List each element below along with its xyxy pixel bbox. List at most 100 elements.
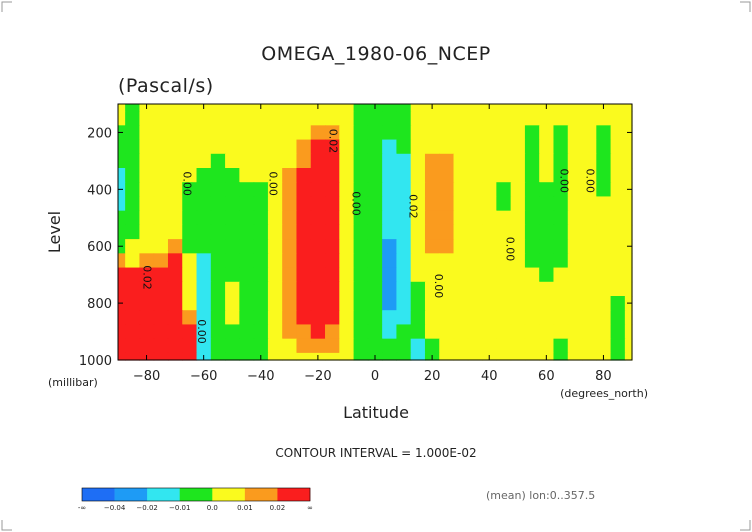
heatmap-cell bbox=[624, 324, 633, 340]
heatmap-cell bbox=[253, 196, 269, 212]
heatmap-cell bbox=[396, 253, 412, 269]
heatmap-cell bbox=[467, 224, 483, 240]
heatmap-cell bbox=[439, 352, 455, 361]
heatmap-cell bbox=[339, 310, 355, 326]
heatmap-cell bbox=[396, 168, 412, 183]
heatmap-cell bbox=[367, 125, 383, 141]
heatmap-cell bbox=[282, 296, 298, 311]
heatmap-cell bbox=[482, 338, 497, 354]
heatmap-cell bbox=[539, 267, 555, 283]
heatmap-cell bbox=[396, 111, 412, 126]
heatmap-cell bbox=[125, 168, 141, 183]
heatmap-cell bbox=[310, 338, 326, 354]
colorbar-swatch bbox=[147, 488, 181, 501]
heatmap-cell bbox=[167, 139, 183, 155]
heatmap-cell bbox=[139, 281, 155, 297]
heatmap-cell bbox=[182, 281, 198, 297]
heatmap-cell bbox=[567, 210, 583, 226]
heatmap-cell bbox=[282, 338, 298, 354]
heatmap-cell bbox=[496, 182, 512, 198]
heatmap-cell bbox=[567, 125, 583, 141]
heatmap-cell bbox=[167, 182, 183, 198]
heatmap-cell bbox=[125, 352, 141, 361]
heatmap-cell bbox=[225, 168, 240, 183]
heatmap-cell bbox=[410, 153, 426, 169]
heatmap-cell bbox=[339, 352, 355, 361]
heatmap-cell bbox=[424, 267, 440, 283]
heatmap-cell bbox=[624, 210, 633, 226]
heatmap-cell bbox=[118, 267, 126, 283]
heatmap-cell bbox=[325, 281, 340, 297]
heatmap-cell bbox=[282, 281, 298, 297]
heatmap-cell bbox=[367, 139, 383, 155]
heatmap-cell bbox=[582, 111, 597, 126]
heatmap-cell bbox=[453, 168, 469, 183]
heatmap-cell bbox=[139, 296, 155, 311]
heatmap-cell bbox=[496, 352, 512, 361]
heatmap-cell bbox=[382, 210, 398, 226]
heatmap-cell bbox=[467, 324, 483, 340]
heatmap-cell bbox=[167, 210, 183, 226]
heatmap-cell bbox=[310, 168, 326, 183]
heatmap-cell bbox=[210, 168, 226, 183]
heatmap-cell bbox=[267, 224, 283, 240]
heatmap-cell bbox=[439, 338, 455, 354]
heatmap-cell bbox=[167, 296, 183, 311]
heatmap-cell bbox=[125, 253, 141, 269]
heatmap-cell bbox=[482, 224, 497, 240]
heatmap-cell bbox=[624, 310, 633, 326]
heatmap-cell bbox=[253, 153, 269, 169]
heatmap-cell bbox=[482, 210, 497, 226]
heatmap-cell bbox=[296, 104, 312, 112]
heatmap-cell bbox=[610, 296, 626, 311]
x-axis-unit: (degrees_north) bbox=[560, 387, 648, 400]
heatmap-cell bbox=[382, 196, 398, 212]
heatmap-cell bbox=[410, 296, 426, 311]
heatmap-cell bbox=[567, 104, 583, 112]
heatmap-cell bbox=[296, 196, 312, 212]
heatmap-cell bbox=[167, 338, 183, 354]
heatmap-cell bbox=[539, 310, 555, 326]
heatmap-cell bbox=[539, 210, 555, 226]
heatmap-cell bbox=[496, 139, 512, 155]
heatmap-cell bbox=[396, 196, 412, 212]
heatmap-cell bbox=[453, 296, 469, 311]
heatmap-cell bbox=[424, 224, 440, 240]
heatmap-cell bbox=[210, 139, 226, 155]
heatmap-cell bbox=[225, 139, 240, 155]
chart-subtitle: (Pascal/s) bbox=[118, 75, 214, 97]
heatmap-cell bbox=[610, 125, 626, 141]
heatmap-cell bbox=[210, 267, 226, 283]
heatmap-cell bbox=[210, 310, 226, 326]
heatmap-cell bbox=[510, 253, 526, 269]
heatmap-cell bbox=[510, 139, 526, 155]
heatmap-cell bbox=[510, 196, 526, 212]
x-tick-label: 40 bbox=[481, 369, 498, 384]
heatmap-cell bbox=[239, 352, 255, 361]
heatmap-cell bbox=[125, 139, 141, 155]
heatmap-cell bbox=[610, 338, 626, 354]
heatmap-cell bbox=[210, 338, 226, 354]
heatmap-cell bbox=[253, 224, 269, 240]
heatmap-cell bbox=[353, 352, 369, 361]
heatmap-cell bbox=[296, 267, 312, 283]
heatmap-cell bbox=[624, 196, 633, 212]
heatmap-cell bbox=[553, 196, 569, 212]
heatmap-cell bbox=[239, 111, 255, 126]
heatmap-cell bbox=[139, 224, 155, 240]
heatmap-cell bbox=[325, 210, 340, 226]
heatmap-cell bbox=[282, 168, 298, 183]
heatmap-cell bbox=[239, 125, 255, 141]
heatmap-cell bbox=[267, 338, 283, 354]
heatmap-cell bbox=[510, 153, 526, 169]
heatmap-cell bbox=[182, 196, 198, 212]
heatmap-cell bbox=[453, 125, 469, 141]
colorbar-tick-label: 0.02 bbox=[270, 504, 286, 512]
heatmap-cell bbox=[196, 196, 212, 212]
heatmap-cell bbox=[610, 196, 626, 212]
heatmap-cell bbox=[624, 104, 633, 112]
heatmap-cell bbox=[153, 296, 169, 311]
heatmap-cell bbox=[439, 210, 455, 226]
heatmap-cell bbox=[139, 324, 155, 340]
heatmap-cell bbox=[567, 310, 583, 326]
